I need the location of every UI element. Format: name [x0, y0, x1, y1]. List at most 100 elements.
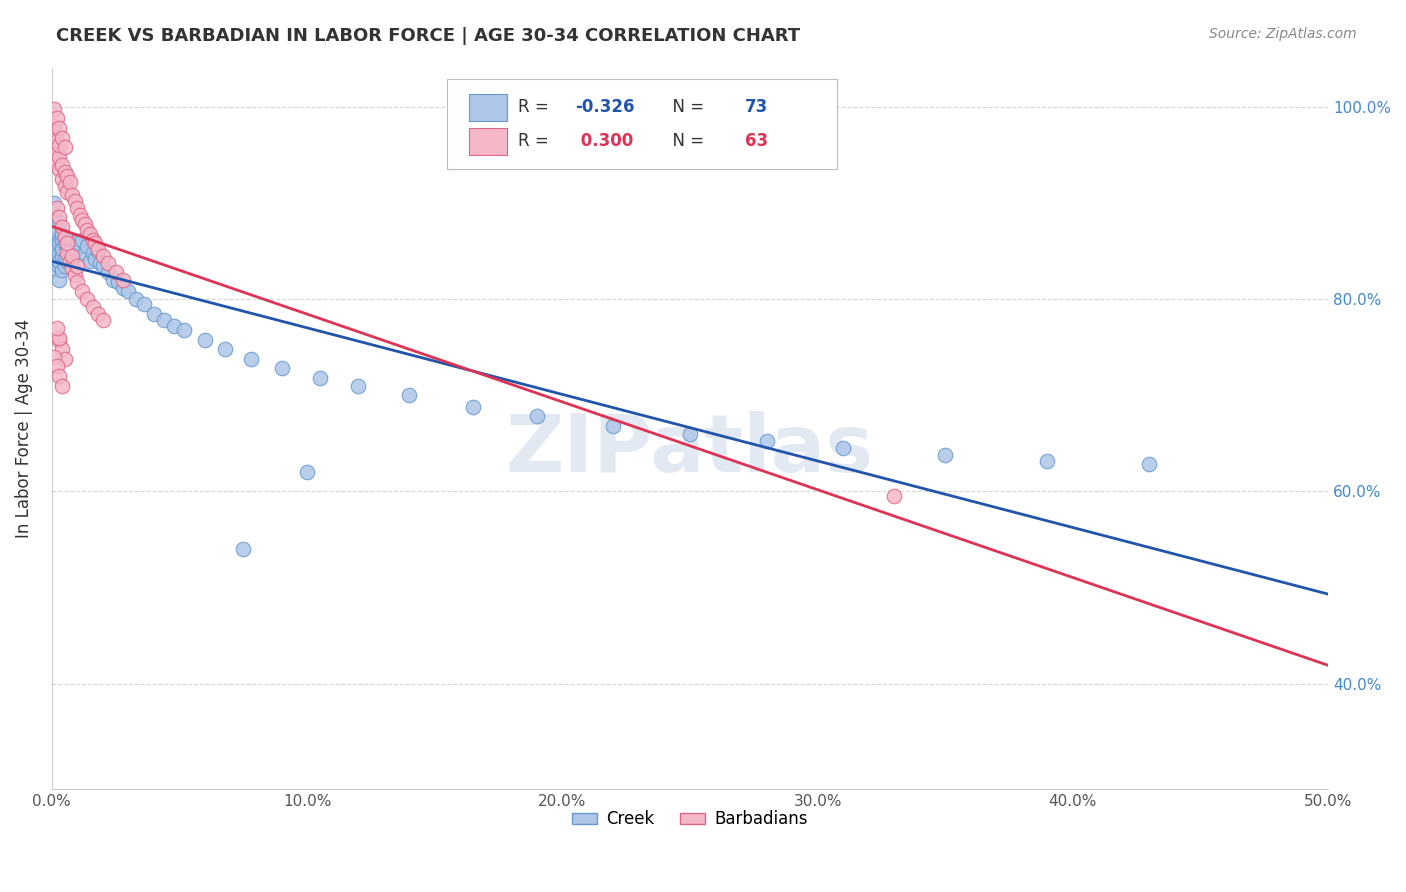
Point [45, 225, 67, 239]
Point [51, 378, 73, 392]
Point [44, 119, 66, 133]
Point [97, 265, 120, 279]
Point [86, 307, 108, 321]
Text: ZIPatlas: ZIPatlas [506, 411, 875, 490]
Point [86, 242, 108, 256]
Y-axis label: In Labor Force | Age 30-34: In Labor Force | Age 30-34 [15, 319, 32, 539]
FancyBboxPatch shape [447, 79, 837, 169]
Text: -0.326: -0.326 [575, 98, 634, 117]
Point [59, 253, 82, 268]
Point [308, 371, 330, 385]
Point [44, 253, 66, 268]
Point [72, 285, 94, 299]
Point [51, 130, 73, 145]
Point [48, 211, 70, 225]
Point [45, 359, 67, 374]
Point [45, 201, 67, 215]
Point [56, 246, 79, 260]
Point [69, 239, 91, 253]
Point [60, 249, 83, 263]
FancyBboxPatch shape [470, 94, 508, 121]
Point [398, 388, 420, 402]
Point [72, 213, 94, 227]
Point [66, 275, 89, 289]
Point [56, 185, 79, 199]
Point [45, 263, 67, 277]
Point [97, 255, 120, 269]
Point [76, 239, 98, 253]
Point [45, 146, 67, 161]
Point [132, 297, 155, 311]
Text: Source: ZipAtlas.com: Source: ZipAtlas.com [1209, 27, 1357, 41]
Point [755, 434, 778, 449]
Point [53, 259, 76, 273]
Point [60, 188, 83, 202]
FancyBboxPatch shape [470, 128, 508, 155]
Point [86, 244, 108, 258]
Point [59, 233, 82, 247]
Point [104, 265, 127, 279]
Point [84, 252, 107, 266]
Point [163, 319, 186, 334]
Point [89, 255, 111, 269]
Point [48, 215, 70, 229]
Point [44, 350, 66, 364]
Text: R =: R = [517, 98, 554, 117]
Legend: Creek, Barbadians: Creek, Barbadians [565, 804, 815, 835]
Point [53, 252, 76, 266]
Point [60, 236, 83, 251]
Point [53, 178, 76, 193]
Point [347, 378, 370, 392]
Point [51, 242, 73, 256]
Point [48, 162, 70, 177]
Point [63, 194, 86, 208]
Point [48, 233, 70, 247]
Point [51, 172, 73, 186]
Point [48, 369, 70, 384]
Text: R =: R = [517, 132, 554, 151]
Point [45, 233, 67, 247]
Point [45, 134, 67, 148]
Point [125, 292, 148, 306]
Point [51, 263, 73, 277]
Point [69, 208, 91, 222]
Point [59, 175, 82, 189]
Point [48, 236, 70, 251]
Point [66, 201, 89, 215]
Point [76, 292, 98, 306]
Text: 63: 63 [745, 132, 768, 151]
Point [51, 249, 73, 263]
Point [53, 165, 76, 179]
Point [45, 246, 67, 260]
Point [44, 213, 66, 227]
Text: 0.300: 0.300 [575, 132, 633, 151]
Point [883, 489, 905, 503]
Point [51, 220, 73, 235]
Point [44, 102, 66, 116]
Point [91, 259, 114, 273]
Point [48, 273, 70, 287]
Point [112, 280, 135, 294]
Point [56, 236, 79, 251]
Point [82, 233, 104, 247]
Point [270, 361, 292, 376]
Point [56, 253, 79, 268]
Point [44, 227, 66, 241]
Point [79, 253, 101, 268]
Point [112, 273, 135, 287]
Point [53, 236, 76, 251]
Point [45, 155, 67, 169]
Point [44, 140, 66, 154]
Point [214, 342, 236, 356]
Point [84, 236, 107, 251]
Point [239, 351, 262, 366]
Point [117, 285, 139, 299]
Point [48, 259, 70, 273]
Point [48, 138, 70, 153]
Point [56, 169, 79, 183]
Point [59, 246, 82, 260]
Point [48, 246, 70, 260]
Point [153, 313, 176, 327]
Point [73, 217, 96, 231]
Point [51, 158, 73, 172]
